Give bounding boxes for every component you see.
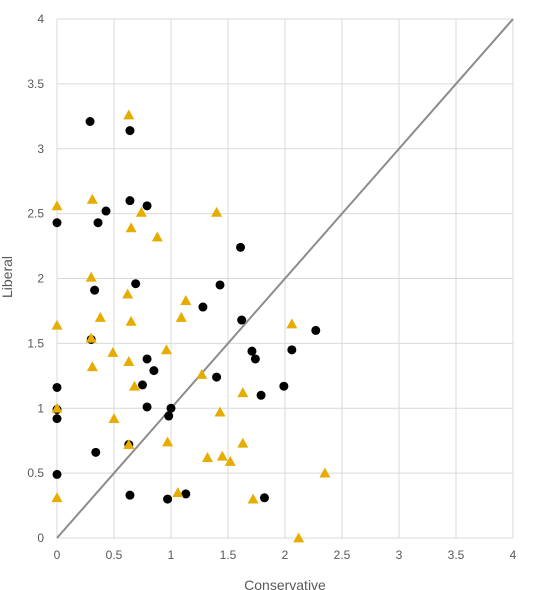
- x-axis-title: Conservative: [244, 577, 326, 590]
- triangle-data-point: [247, 493, 259, 504]
- x-tick-label: 1: [168, 548, 175, 562]
- triangle-data-point: [51, 319, 63, 330]
- circle-data-point: [52, 382, 62, 392]
- triangle-data-point: [122, 288, 134, 299]
- triangle-data-point: [86, 193, 98, 204]
- circle-data-point: [164, 411, 174, 421]
- triangle-data-point: [160, 344, 172, 355]
- circle-data-point: [247, 346, 257, 356]
- y-tick-label: 2: [37, 272, 44, 286]
- triangle-data-point: [180, 295, 192, 305]
- circle-data-point: [259, 493, 269, 503]
- triangle-data-point: [214, 406, 226, 417]
- series-triangle-markers: [51, 109, 331, 543]
- circle-data-point: [93, 218, 103, 228]
- circle-data-point: [215, 280, 225, 290]
- circle-data-point: [52, 469, 62, 479]
- circle-data-point: [256, 390, 266, 400]
- triangle-data-point: [123, 439, 135, 449]
- triangle-data-point: [172, 487, 184, 497]
- triangle-data-point: [201, 452, 213, 462]
- circle-data-point: [125, 490, 135, 500]
- x-tick-label: 1.5: [220, 548, 237, 562]
- y-tick-label: 0: [37, 531, 44, 545]
- circle-data-point: [250, 354, 260, 364]
- triangle-data-point: [224, 455, 236, 466]
- circle-data-point: [125, 126, 135, 136]
- x-tick-label: 2: [282, 548, 289, 562]
- circle-data-point: [138, 380, 147, 390]
- circle-data-point: [181, 489, 191, 499]
- circle-data-point: [101, 206, 111, 216]
- y-axis-title: Liberal: [0, 256, 15, 298]
- circle-data-point: [166, 403, 176, 413]
- triangle-data-point: [123, 356, 135, 366]
- circle-data-point: [85, 117, 95, 127]
- circle-data-point: [91, 447, 101, 457]
- y-tick-label: 3: [37, 142, 44, 156]
- triangle-data-point: [108, 413, 120, 424]
- y-tick-label: 2.5: [27, 207, 44, 221]
- triangle-data-point: [94, 311, 106, 322]
- triangle-data-point: [85, 332, 97, 343]
- y-tick-label: 3.5: [27, 77, 44, 91]
- triangle-data-point: [237, 437, 249, 448]
- x-tick-label: 0: [54, 548, 61, 562]
- circle-data-point: [142, 354, 152, 364]
- triangle-data-point: [86, 361, 98, 372]
- x-tick-label: 3: [396, 548, 403, 562]
- triangle-data-point: [51, 402, 63, 413]
- circle-data-point: [131, 279, 141, 289]
- circle-data-point: [90, 285, 100, 295]
- triangle-data-point: [85, 271, 97, 282]
- circle-data-point: [236, 242, 246, 252]
- triangle-data-point: [125, 222, 137, 233]
- circle-data-point: [279, 381, 289, 391]
- circle-data-point: [212, 372, 222, 382]
- triangle-data-point: [151, 231, 163, 242]
- triangle-data-point: [319, 467, 331, 478]
- circle-data-point: [237, 315, 247, 325]
- y-tick-label: 0.5: [27, 466, 44, 480]
- triangle-data-point: [129, 380, 141, 391]
- series-circle-markers: [52, 117, 321, 504]
- x-tick-label: 4: [510, 548, 517, 562]
- x-tick-label: 0.5: [106, 548, 123, 562]
- y-tick-label: 1: [37, 401, 44, 415]
- circle-data-point: [142, 201, 152, 211]
- triangle-data-point: [51, 492, 63, 503]
- x-tick-label: 3.5: [448, 548, 465, 562]
- y-tick-label: 4: [37, 12, 44, 26]
- triangle-data-point: [175, 311, 187, 322]
- y-tick-labels: 0 0.5 1 1.5 2 2.5 3 3.5 4: [27, 12, 44, 545]
- reference-line: [56, 18, 514, 539]
- circle-data-point: [198, 302, 208, 312]
- y-tick-label: 1.5: [27, 336, 44, 350]
- circle-data-point: [125, 196, 135, 206]
- triangle-data-point: [196, 369, 208, 379]
- circle-data-point: [163, 494, 173, 504]
- circle-data-point: [142, 402, 152, 412]
- x-tick-labels: 0 0.5 1 1.5 2 2.5 3 3.5 4: [54, 548, 517, 562]
- triangle-data-point: [211, 206, 223, 217]
- triangle-data-point: [286, 318, 298, 329]
- triangle-data-point: [125, 315, 137, 326]
- data-points: [51, 109, 331, 543]
- triangle-data-point: [216, 450, 228, 461]
- triangle-data-point: [51, 200, 63, 211]
- triangle-data-point: [123, 109, 135, 120]
- circle-data-point: [52, 414, 62, 424]
- triangle-data-point: [293, 532, 305, 543]
- circle-data-point: [52, 218, 62, 228]
- circle-data-point: [149, 366, 159, 376]
- circle-data-point: [311, 325, 321, 335]
- triangle-data-point: [135, 206, 147, 217]
- triangle-data-point: [237, 387, 249, 398]
- triangle-data-point: [162, 436, 174, 447]
- triangle-data-point: [107, 346, 119, 357]
- x-tick-label: 2.5: [334, 548, 351, 562]
- circle-data-point: [287, 345, 297, 355]
